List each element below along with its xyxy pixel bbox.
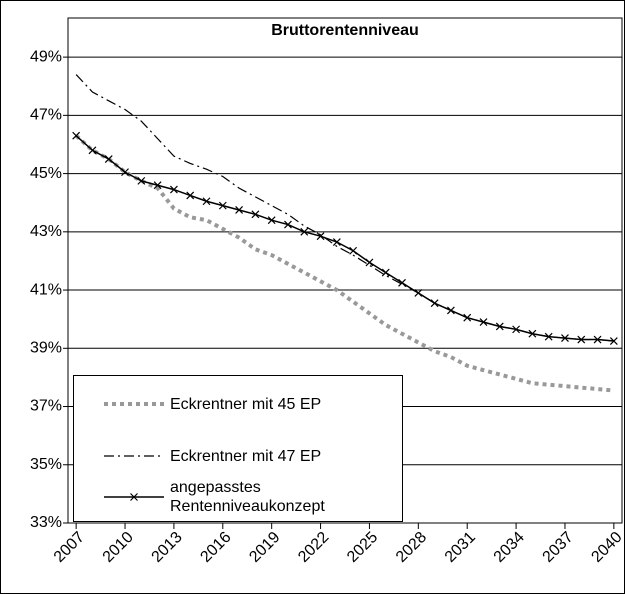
marker [202, 197, 211, 206]
marker [365, 258, 374, 267]
marker [398, 278, 406, 287]
marker [479, 318, 488, 327]
x-tick-label: 2007 [51, 529, 88, 566]
y-tick-label: 45% [30, 165, 62, 182]
series-line [75, 74, 614, 342]
legend-item: Eckrentner mit 45 EP [102, 394, 321, 414]
y-tick-label: 37% [30, 398, 62, 415]
marker [284, 220, 292, 229]
marker [512, 325, 521, 334]
x-tick-label: 2019 [246, 529, 283, 566]
legend-label: Eckrentner mit 45 EP [170, 395, 322, 413]
marker [300, 227, 309, 236]
x-tick-label: 2025 [344, 529, 381, 566]
x-tick-label: 2010 [100, 529, 137, 566]
y-tick-label: 33% [30, 514, 62, 531]
marker [381, 268, 390, 277]
legend-item: Eckrentner mit 47 EP [102, 446, 321, 466]
y-tick-label: 35% [30, 456, 62, 473]
marker [137, 176, 146, 185]
legend-label: Eckrentner mit 47 EP [170, 447, 322, 465]
marker [544, 332, 553, 341]
marker [251, 210, 260, 219]
marker [88, 146, 97, 155]
legend-swatch [104, 402, 164, 406]
marker [218, 201, 227, 210]
x-tick-label: 2022 [295, 529, 332, 566]
y-tick-label: 41% [30, 281, 62, 298]
x-tick-label: 2028 [393, 529, 430, 566]
marker [430, 299, 439, 308]
legend-label: angepasstes Rentenniveaukonzept [170, 479, 325, 515]
marker [561, 334, 569, 343]
marker [153, 181, 162, 190]
legend-swatch [104, 455, 164, 457]
marker [235, 206, 244, 214]
marker [528, 329, 537, 338]
marker [463, 313, 472, 322]
y-tick-label: 49% [30, 48, 62, 65]
marker [446, 306, 455, 315]
x-tick-label: 2037 [540, 529, 577, 566]
legend: Eckrentner mit 45 EP Eckrentner mit 47 EP… [73, 375, 403, 522]
marker [577, 335, 586, 344]
marker [593, 335, 602, 344]
marker [104, 155, 113, 163]
legend-item: angepasstes Rentenniveaukonzept [102, 478, 340, 516]
marker [169, 185, 178, 194]
x-tick-label: 2013 [149, 529, 186, 566]
chart-title: Bruttorentenniveau [271, 22, 419, 39]
y-tick-label: 47% [30, 107, 62, 124]
marker [121, 168, 129, 177]
x-tick-label: 2031 [442, 529, 479, 566]
x-tick-label: 2040 [588, 529, 625, 566]
marker [72, 131, 81, 140]
marker [267, 216, 276, 225]
marker [414, 289, 423, 297]
y-tick-label: 43% [30, 223, 62, 240]
marker [609, 337, 618, 345]
series-line [75, 135, 614, 342]
x-tick-label: 2016 [197, 529, 234, 566]
x-tick-label: 2034 [491, 529, 528, 566]
legend-marker [130, 493, 138, 501]
marker [316, 232, 325, 241]
marker [186, 191, 195, 200]
y-tick-label: 39% [30, 340, 62, 357]
marker [332, 238, 341, 246]
marker [349, 246, 358, 255]
marker [495, 322, 504, 331]
legend-swatch [104, 493, 164, 501]
